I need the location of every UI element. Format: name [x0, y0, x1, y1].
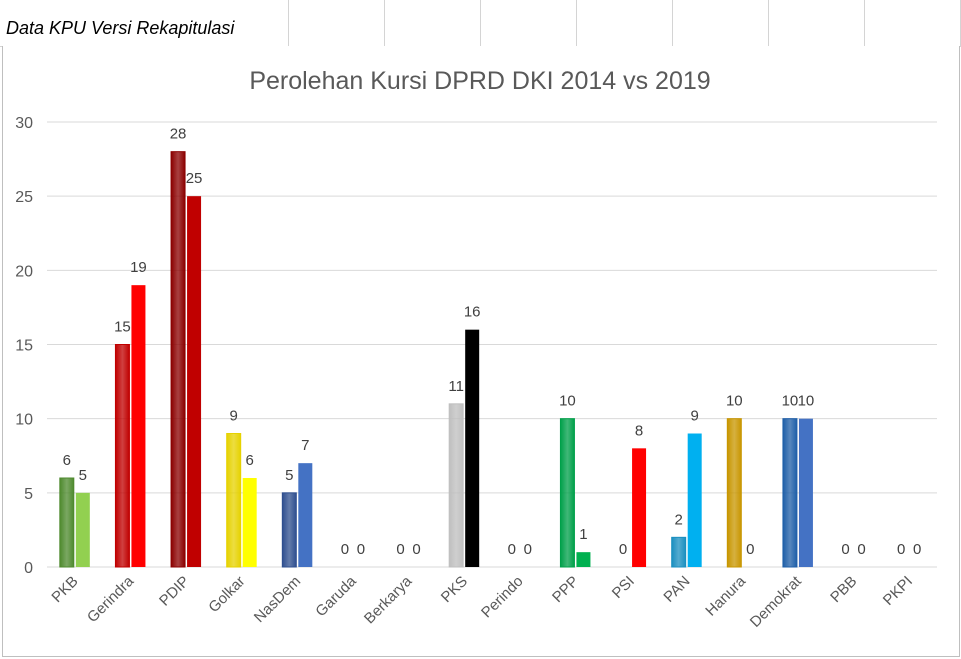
x-tick-label: Demokrat — [747, 572, 806, 631]
bar-2014-hanura — [726, 418, 742, 568]
bar-2014-pan — [671, 536, 687, 568]
bar-2019-pkb — [75, 492, 90, 567]
x-tick-label: Hanura — [702, 572, 749, 619]
bar-2019-ppp — [576, 552, 591, 567]
bar-2019-psi — [632, 448, 647, 567]
x-tick-label: Garuda — [312, 572, 360, 620]
bars — [59, 151, 813, 568]
data-label-2014: 0 — [341, 541, 349, 558]
data-label-2019: 25 — [186, 170, 203, 187]
data-label-2019: 0 — [524, 541, 532, 558]
data-label-2014: 9 — [230, 408, 238, 425]
data-label-2019: 10 — [798, 393, 815, 410]
y-tick-label: 30 — [15, 115, 33, 132]
x-tick-label: Golkar — [205, 573, 248, 616]
x-tick-label: PPP — [549, 573, 582, 606]
data-label-2019: 0 — [746, 541, 754, 558]
y-axis-labels: 0 5 10 15 20 25 30 — [15, 115, 33, 577]
bar-2019-gerindra — [131, 285, 146, 567]
x-tick-label: Perindo — [478, 573, 527, 622]
x-axis-labels: PKB Gerindra PDIP Golkar NasDem Garuda Berkary… — [48, 572, 916, 631]
y-tick-label: 10 — [15, 412, 33, 429]
data-label-2014: 6 — [63, 452, 71, 469]
data-label-2019: 0 — [412, 541, 420, 558]
data-label-2019: 0 — [857, 541, 865, 558]
data-label-2019: 9 — [691, 408, 699, 425]
data-label-2014: 2 — [675, 511, 683, 528]
x-tick-label: PDIP — [156, 573, 193, 610]
data-label-2014: 5 — [285, 467, 293, 484]
x-tick-label: Berkarya — [361, 572, 416, 627]
bar-2019-pks — [465, 329, 480, 567]
data-label-2014: 0 — [619, 541, 627, 558]
data-label-2019: 0 — [913, 541, 921, 558]
data-label-2014: 0 — [841, 541, 849, 558]
bar-2014-pks — [448, 403, 464, 568]
bar-2014-gerindra — [114, 344, 130, 568]
sheet-cell[interactable] — [672, 0, 769, 46]
data-label-2019: 5 — [79, 467, 87, 484]
sheet-cell[interactable] — [480, 0, 577, 46]
data-label-2019: 7 — [301, 437, 309, 454]
bar-2019-nasdem — [298, 463, 313, 567]
y-tick-label: 25 — [15, 189, 33, 206]
sheet-cell[interactable] — [0, 0, 289, 46]
x-tick-label: PKPI — [880, 573, 916, 609]
data-label-2014: 28 — [170, 126, 187, 143]
sheet-cell[interactable] — [288, 0, 385, 46]
data-label-2014: 11 — [448, 378, 464, 395]
x-tick-label: NasDem — [251, 573, 304, 626]
bar-2014-pkb — [59, 477, 75, 568]
data-label-2019: 1 — [579, 526, 587, 543]
x-tick-label: PSI — [609, 573, 638, 602]
y-tick-label: 15 — [15, 338, 33, 355]
data-label-2019: 8 — [635, 422, 643, 439]
bar-2014-golkar — [226, 433, 242, 568]
data-label-2014: 0 — [396, 541, 404, 558]
data-label-2014: 0 — [508, 541, 516, 558]
data-label-2019: 16 — [464, 304, 481, 321]
sheet-cell[interactable] — [768, 0, 865, 46]
x-tick-label: Gerindra — [84, 572, 138, 626]
data-label-2014: 15 — [114, 319, 131, 336]
bar-2019-golkar — [242, 478, 257, 567]
sheet-cell[interactable] — [384, 0, 481, 46]
data-label-2014: 10 — [559, 393, 576, 410]
x-tick-label: PBB — [827, 573, 860, 606]
bar-2014-pdip — [170, 151, 186, 568]
data-label-2014: 0 — [897, 541, 905, 558]
x-tick-label: PKS — [438, 573, 471, 606]
x-tick-label: PKB — [48, 573, 81, 606]
sheet-header-row: Data KPU Versi Rekapitulasi — [0, 0, 961, 47]
bar-2014-demokrat — [782, 418, 798, 568]
y-tick-label: 0 — [24, 560, 33, 577]
bar-2019-pdip — [187, 196, 202, 567]
bar-2019-demokrat — [798, 418, 813, 567]
y-tick-label: 20 — [15, 263, 33, 280]
chart-title: Perolehan Kursi DPRD DKI 2014 vs 2019 — [249, 67, 710, 95]
data-label-2019: 19 — [130, 259, 147, 276]
sheet-title: Data KPU Versi Rekapitulasi — [6, 18, 235, 38]
bar-2014-nasdem — [281, 492, 297, 568]
bar-2019-pan — [687, 433, 702, 567]
y-tick-label: 5 — [24, 486, 33, 503]
data-label-2019: 6 — [246, 452, 254, 469]
data-label-2019: 0 — [357, 541, 365, 558]
bar-2014-ppp — [559, 418, 575, 568]
x-tick-label: PAN — [660, 573, 693, 606]
sheet-cell[interactable] — [576, 0, 673, 46]
data-label-2014: 10 — [726, 393, 743, 410]
data-label-2014: 10 — [782, 393, 799, 410]
